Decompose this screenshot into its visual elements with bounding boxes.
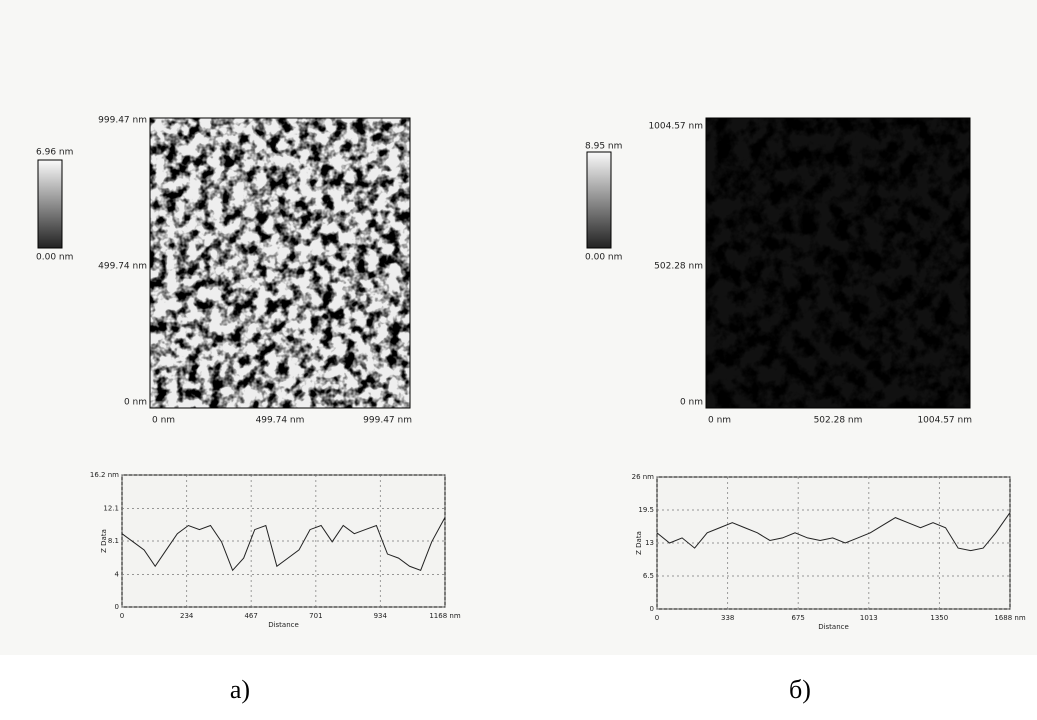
image-frame bbox=[149, 117, 411, 409]
x-tick-label: 1168 nm bbox=[429, 612, 460, 620]
colorbar bbox=[37, 159, 63, 249]
afm-texture bbox=[706, 118, 970, 408]
image-y-label: 502.28 nm bbox=[654, 262, 703, 272]
afm-texture bbox=[150, 118, 410, 408]
x-tick-label: 467 bbox=[244, 612, 257, 620]
image-y-label: 1004.57 nm bbox=[648, 122, 703, 132]
image-y-label: 999.47 nm bbox=[98, 116, 147, 126]
y-tick-label: 6.5 bbox=[643, 572, 654, 580]
image-x-label: 999.47 nm bbox=[363, 416, 412, 426]
x-tick-label: 1688 nm bbox=[994, 614, 1025, 622]
image-frame bbox=[705, 117, 971, 409]
image-y-label: 0 nm bbox=[680, 398, 703, 408]
image-y-label: 499.74 nm bbox=[98, 262, 147, 272]
image-x-label: 1004.57 nm bbox=[917, 416, 972, 426]
x-tick-label: 0 bbox=[120, 612, 124, 620]
profile-line bbox=[121, 517, 446, 572]
image-x-label: 502.28 nm bbox=[814, 416, 863, 426]
x-tick-label: 701 bbox=[309, 612, 322, 620]
y-tick-label: 0 bbox=[115, 603, 119, 611]
y-tick-label: 4 bbox=[115, 570, 120, 578]
y-axis-label: Z Data bbox=[100, 529, 108, 553]
colorbar bbox=[586, 151, 612, 249]
image-x-label: 0 nm bbox=[152, 416, 175, 426]
x-tick-label: 1013 bbox=[860, 614, 878, 622]
caption: б) bbox=[789, 675, 811, 704]
y-tick-label: 12.1 bbox=[103, 504, 119, 512]
y-axis-label: Z Data bbox=[635, 531, 643, 555]
y-tick-label: 16.2 nm bbox=[90, 471, 119, 479]
x-tick-label: 934 bbox=[374, 612, 388, 620]
y-tick-label: 13 bbox=[645, 539, 654, 547]
colorbar-min: 0.00 nm bbox=[36, 253, 73, 263]
colorbar-max: 8.95 nm bbox=[585, 142, 622, 152]
colorbar-min: 0.00 nm bbox=[585, 253, 622, 263]
profile-line bbox=[656, 512, 1011, 552]
x-axis-label: Distance bbox=[268, 621, 299, 629]
x-tick-label: 1350 bbox=[930, 614, 948, 622]
x-tick-label: 675 bbox=[791, 614, 804, 622]
image-x-label: 0 nm bbox=[708, 416, 731, 426]
x-tick-label: 0 bbox=[655, 614, 659, 622]
colorbar-max: 6.96 nm bbox=[36, 148, 73, 158]
y-tick-label: 0 bbox=[650, 605, 654, 613]
y-tick-label: 26 nm bbox=[632, 473, 655, 481]
x-tick-label: 338 bbox=[721, 614, 734, 622]
y-tick-label: 19.5 bbox=[638, 506, 654, 514]
y-tick-label: 8.1 bbox=[108, 537, 119, 545]
x-axis-label: Distance bbox=[818, 623, 849, 631]
image-y-label: 0 nm bbox=[124, 398, 147, 408]
image-x-label: 499.74 nm bbox=[256, 416, 305, 426]
caption: а) bbox=[230, 675, 250, 704]
x-tick-label: 234 bbox=[180, 612, 194, 620]
